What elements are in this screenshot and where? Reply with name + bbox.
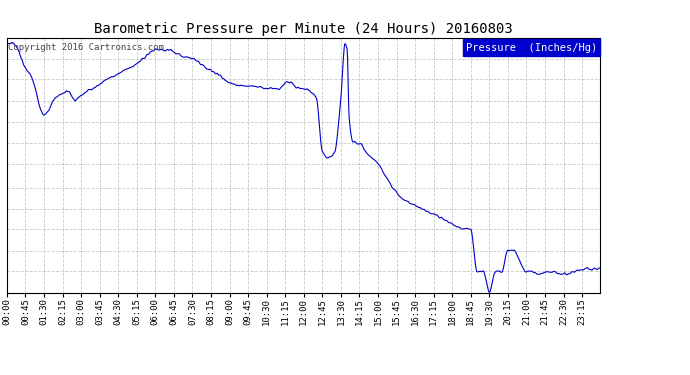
Title: Barometric Pressure per Minute (24 Hours) 20160803: Barometric Pressure per Minute (24 Hours… (95, 22, 513, 36)
Text: Pressure  (Inches/Hg): Pressure (Inches/Hg) (466, 43, 598, 52)
Text: Copyright 2016 Cartronics.com: Copyright 2016 Cartronics.com (8, 43, 164, 52)
